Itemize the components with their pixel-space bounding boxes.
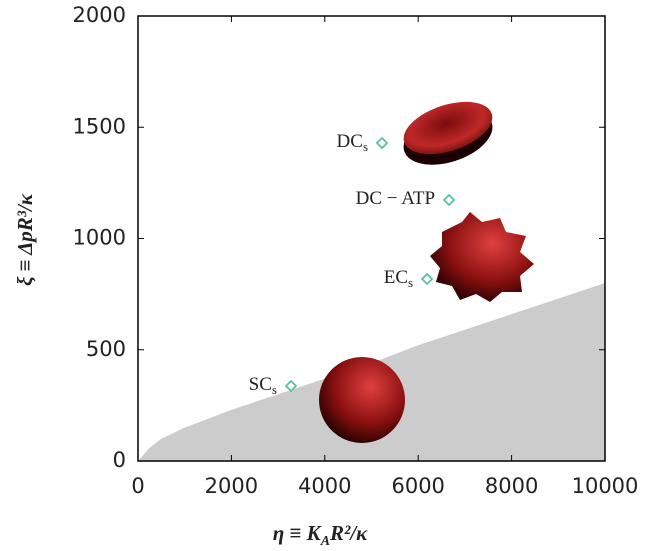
point-label: DC − ATP xyxy=(356,188,435,209)
y-tick-label: 0 xyxy=(113,448,126,472)
x-tick-label: 2000 xyxy=(205,474,258,498)
echinocyte-image xyxy=(430,212,534,302)
point-label-subscript: s xyxy=(408,275,413,290)
data-point xyxy=(422,274,432,284)
x-tick-label: 10000 xyxy=(572,474,639,498)
x-axis-label: η ≡ KAR²/κ xyxy=(273,521,368,549)
y-axis-label: ξ ≡ ΔpR³/κ xyxy=(13,193,37,286)
point-label-text: DC xyxy=(337,131,363,152)
y-tick-label: 2000 xyxy=(73,3,126,27)
point-label: SCs xyxy=(249,374,277,397)
chart: η ≡ KAR²/κ ξ ≡ ΔpR³/κ 0 2000 4000 6000 8000 1… xyxy=(0,0,648,551)
point-label-subscript: s xyxy=(363,139,368,154)
point-label: DCs xyxy=(337,131,368,154)
point-label-text: SC xyxy=(249,374,272,395)
point-label-text: EC xyxy=(384,267,408,288)
point-label-text: DC − ATP xyxy=(356,188,435,209)
x-tick-label: 0 xyxy=(131,474,144,498)
y-tick-label: 1500 xyxy=(73,114,126,138)
x-tick-label: 4000 xyxy=(298,474,351,498)
y-tick-label: 500 xyxy=(86,337,126,361)
point-label: ECs xyxy=(384,267,413,290)
spherocyte-image xyxy=(319,357,405,443)
data-point xyxy=(377,138,387,148)
discocyte-image xyxy=(397,92,500,175)
point-label-subscript: s xyxy=(272,382,277,397)
data-point xyxy=(444,195,454,205)
x-tick-label: 8000 xyxy=(485,474,538,498)
x-tick-label: 6000 xyxy=(391,474,444,498)
y-tick-label: 1000 xyxy=(73,226,126,250)
